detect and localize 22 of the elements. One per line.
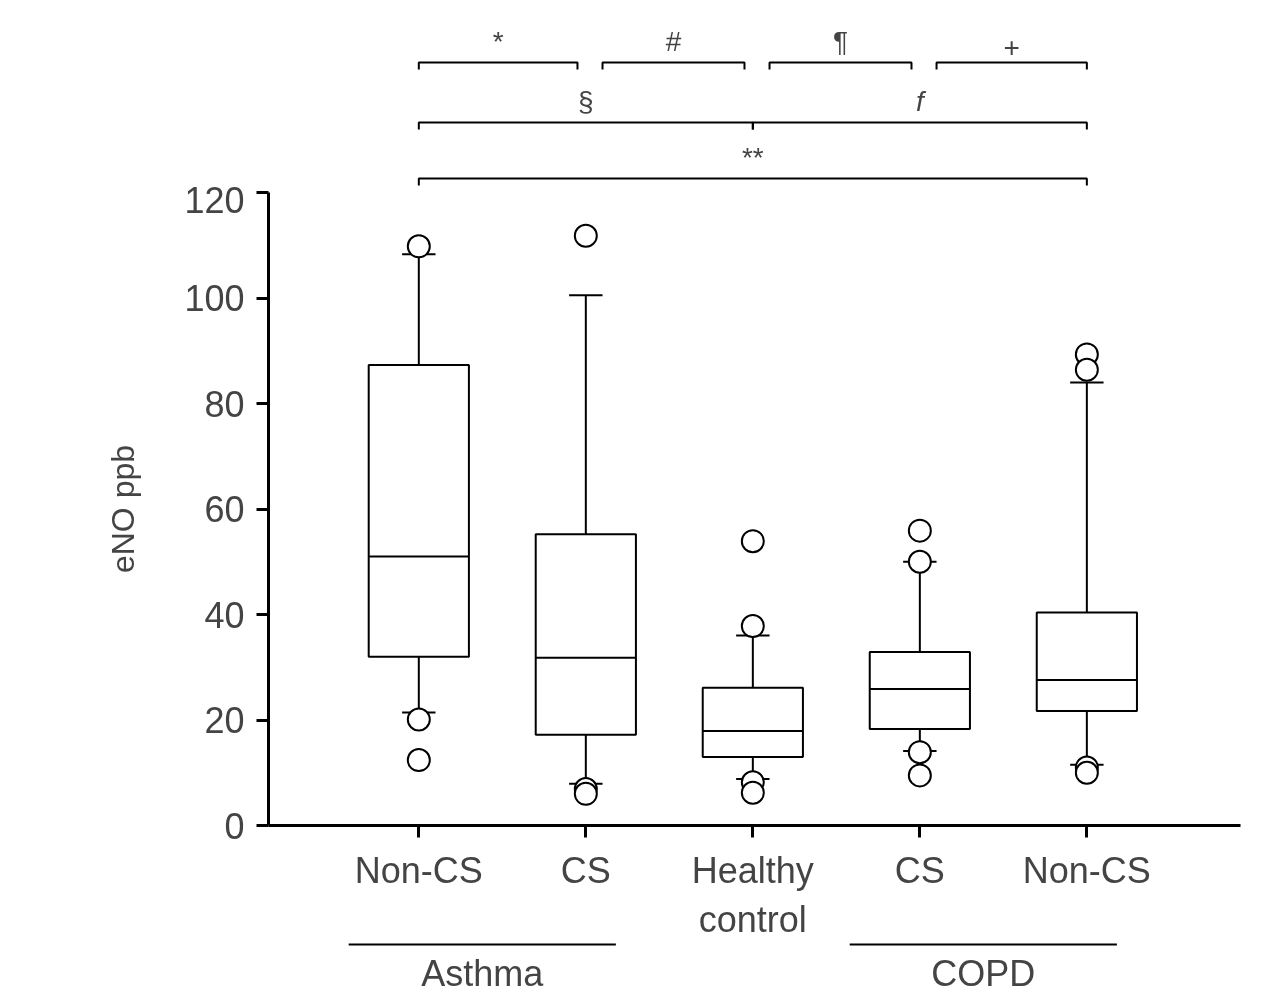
x-tick-label: Non-CS bbox=[1022, 849, 1151, 891]
y-tick-label: 100 bbox=[184, 278, 245, 319]
text: f bbox=[915, 85, 927, 117]
y-tick-label: 0 bbox=[224, 805, 245, 847]
y-tick-label: 120 bbox=[184, 179, 245, 221]
y-axis-title: eNO ppb bbox=[105, 444, 142, 574]
x-tick-label: Non-CS bbox=[354, 849, 483, 891]
text: * bbox=[492, 25, 504, 57]
text: ¶ bbox=[832, 25, 849, 57]
text: ** bbox=[741, 141, 764, 173]
text: # bbox=[665, 25, 682, 57]
text: § bbox=[578, 85, 594, 117]
x-tick-label: Healthy control bbox=[691, 849, 814, 940]
text: + bbox=[1003, 31, 1020, 63]
y-tick-label: 20 bbox=[204, 700, 245, 741]
text: COPD bbox=[931, 952, 1036, 994]
x-tick-label: CS bbox=[560, 849, 611, 891]
y-tick-label: 40 bbox=[204, 594, 245, 636]
y-tick-label: 80 bbox=[204, 383, 245, 425]
x-tick-label: CS bbox=[894, 849, 945, 891]
y-tick-label: 60 bbox=[204, 489, 245, 530]
text: Asthma bbox=[421, 952, 545, 994]
